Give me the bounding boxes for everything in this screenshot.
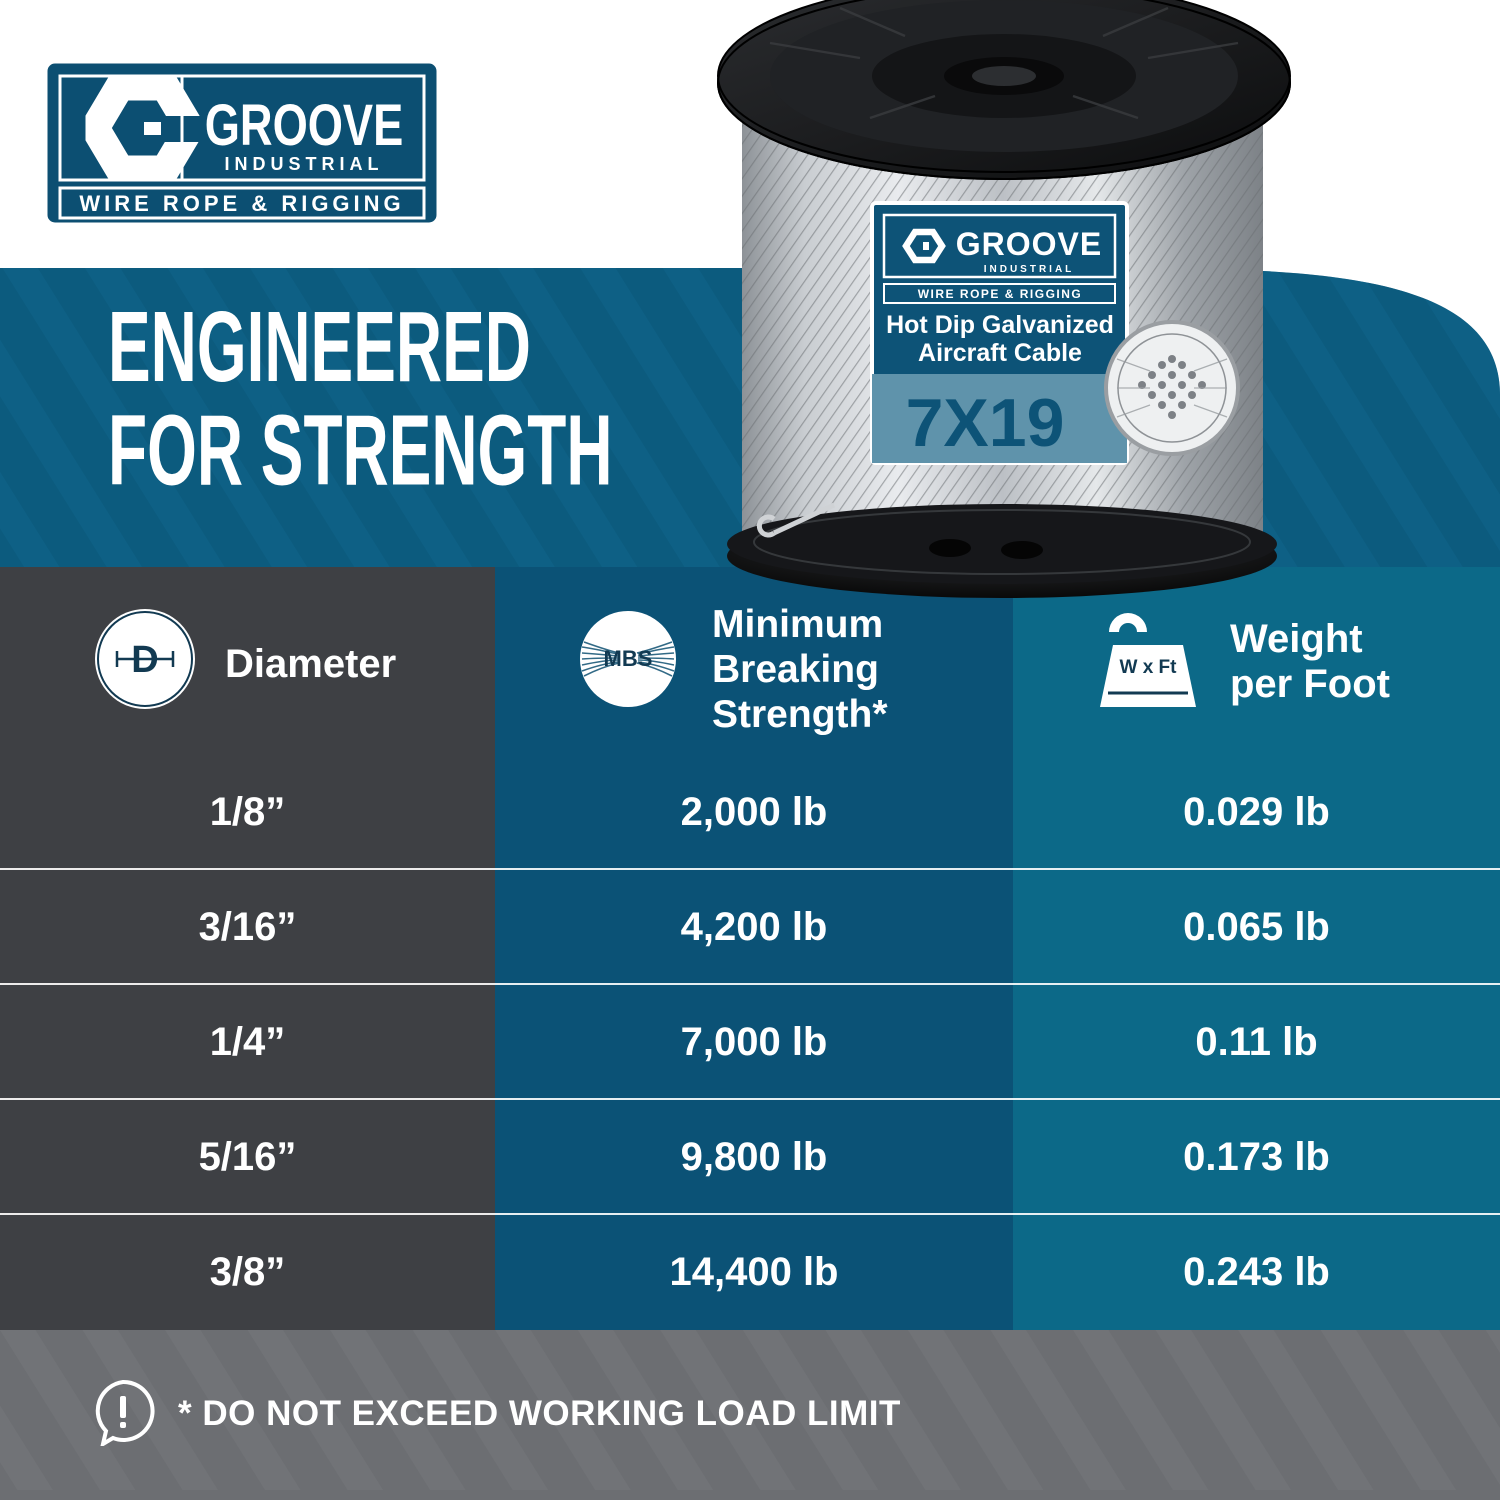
svg-text:MBS: MBS [604,646,653,671]
svg-text:W x Ft: W x Ft [1120,657,1178,678]
svg-text:GROOVE: GROOVE [205,94,404,159]
svg-text:GROOVE: GROOVE [956,226,1102,262]
svg-text:WIRE ROPE & RIGGING: WIRE ROPE & RIGGING [918,287,1083,301]
svg-text:Hot Dip Galvanized: Hot Dip Galvanized [886,311,1114,339]
svg-text:7X19: 7X19 [906,385,1065,461]
svg-text:D: D [131,639,158,681]
svg-text:WIRE ROPE & RIGGING: WIRE ROPE & RIGGING [79,191,404,216]
svg-text:INDUSTRIAL: INDUSTRIAL [225,154,384,174]
svg-text:INDUSTRIAL: INDUSTRIAL [984,264,1075,275]
svg-text:Aircraft Cable: Aircraft Cable [918,339,1082,367]
